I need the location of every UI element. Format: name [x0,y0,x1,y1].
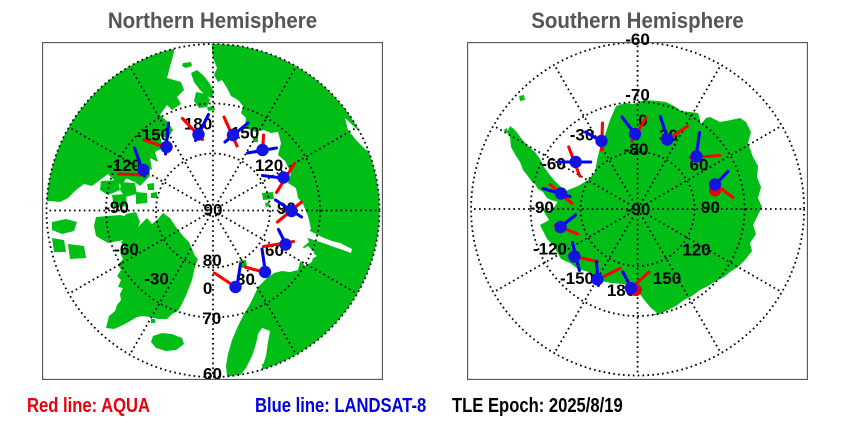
svg-text:120: 120 [255,156,283,175]
svg-text:60: 60 [203,365,222,381]
svg-text:-120: -120 [533,240,567,259]
svg-text:-90: -90 [626,200,651,219]
svg-text:-30: -30 [144,270,169,289]
svg-text:-30: -30 [570,126,595,145]
svg-text:-60: -60 [541,155,566,174]
svg-text:0: 0 [203,279,212,298]
svg-text:-90: -90 [529,198,554,217]
svg-text:-90: -90 [104,198,129,217]
svg-text:150: 150 [653,269,681,288]
svg-text:-80: -80 [624,140,649,159]
svg-text:90: 90 [204,201,223,220]
svg-text:-60: -60 [114,240,139,259]
svg-text:-70: -70 [625,86,650,105]
svg-text:70: 70 [202,309,221,328]
svg-text:80: 80 [203,251,222,270]
svg-text:-150: -150 [560,269,594,288]
svg-text:-120: -120 [107,156,141,175]
svg-text:120: 120 [682,241,710,260]
svg-text:90: 90 [701,198,720,217]
